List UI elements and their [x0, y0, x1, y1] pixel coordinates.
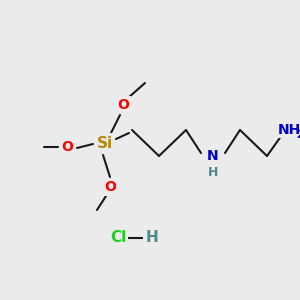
Text: H: H	[208, 167, 218, 179]
Text: O: O	[117, 98, 129, 112]
Text: H: H	[146, 230, 158, 245]
Text: Si: Si	[97, 136, 113, 151]
Text: Cl: Cl	[110, 230, 126, 245]
Text: O: O	[104, 180, 116, 194]
Text: 2: 2	[297, 130, 300, 140]
Text: O: O	[61, 140, 73, 154]
Text: N: N	[207, 149, 219, 163]
Text: NH: NH	[278, 123, 300, 137]
